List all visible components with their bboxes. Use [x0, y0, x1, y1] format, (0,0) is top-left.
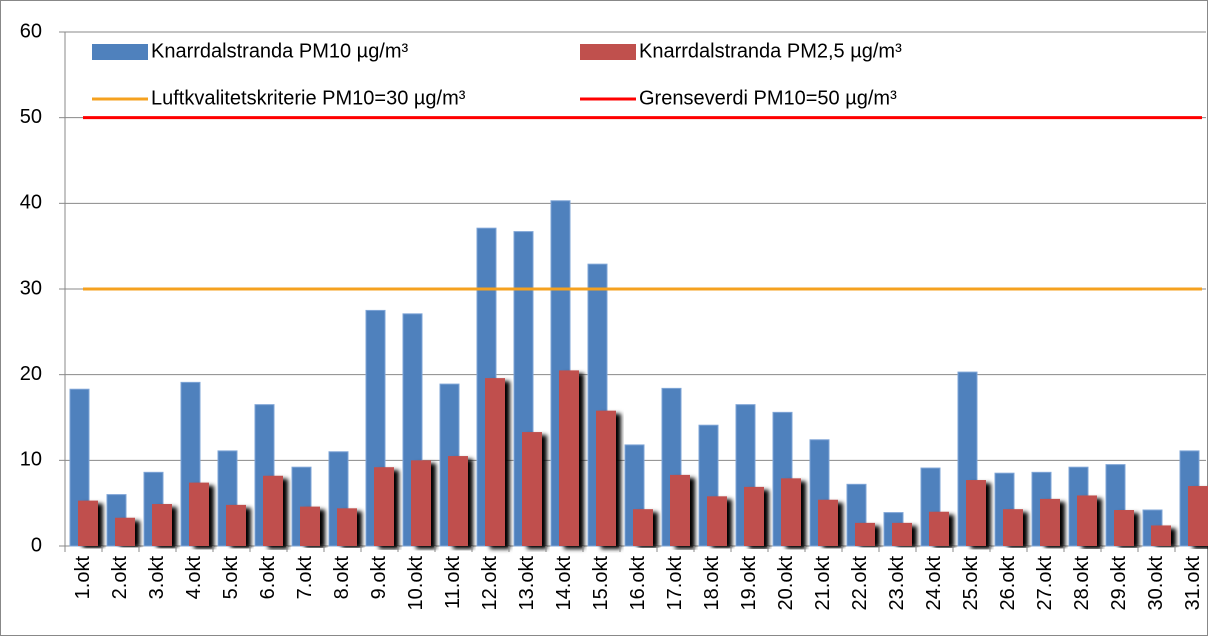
x-tick-label: 22.okt — [849, 556, 871, 611]
bar — [337, 508, 357, 546]
legend-swatch — [92, 44, 148, 60]
bar — [929, 511, 949, 546]
x-tick-label: 14.okt — [553, 556, 575, 611]
bar — [818, 499, 838, 546]
x-tick-label: 5.okt — [220, 556, 242, 600]
x-tick-label: 4.okt — [183, 556, 205, 600]
x-tick-label: 3.okt — [146, 556, 168, 600]
bar — [559, 370, 579, 546]
y-tick-label: 0 — [31, 534, 42, 556]
bar — [596, 410, 616, 546]
bar — [966, 480, 986, 546]
y-tick-label: 50 — [20, 106, 42, 128]
x-tick-label: 12.okt — [479, 556, 501, 611]
bar — [411, 460, 431, 546]
legend-label: Knarrdalstranda PM2,5 µg/m³ — [639, 40, 902, 62]
bar — [152, 504, 172, 546]
x-tick-label: 30.okt — [1145, 556, 1167, 611]
y-tick-label: 30 — [20, 277, 42, 299]
x-tick-label: 27.okt — [1034, 556, 1056, 611]
bar — [1040, 498, 1060, 546]
x-tick-label: 8.okt — [331, 556, 353, 600]
x-tick-label: 25.okt — [960, 556, 982, 611]
x-tick-label: 28.okt — [1071, 556, 1093, 611]
x-tick-label: 2.okt — [109, 556, 131, 600]
bar — [263, 475, 283, 546]
bar — [781, 478, 801, 546]
x-tick-label: 19.okt — [738, 556, 760, 611]
bar — [1003, 509, 1023, 546]
x-tick-label: 18.okt — [701, 556, 723, 611]
bar — [226, 504, 246, 546]
bar — [892, 522, 912, 546]
bar — [485, 378, 505, 546]
bar — [855, 522, 875, 546]
x-tick-label: 6.okt — [257, 556, 279, 600]
x-tick-label: 11.okt — [442, 556, 464, 609]
bar — [670, 474, 690, 546]
x-tick-label: 20.okt — [775, 556, 797, 611]
bar — [1114, 510, 1134, 546]
x-tick-label: 7.okt — [294, 556, 316, 600]
legend-label: Grenseverdi PM10=50 µg/m³ — [639, 87, 897, 109]
x-tick-label: 17.okt — [664, 556, 686, 611]
legend-label: Knarrdalstranda PM10 µg/m³ — [151, 40, 409, 62]
bar — [1188, 486, 1208, 546]
y-tick-label: 20 — [20, 363, 42, 385]
x-tick-label: 10.okt — [405, 556, 427, 611]
y-tick-label: 60 — [20, 20, 42, 42]
x-tick-label: 26.okt — [997, 556, 1019, 611]
x-tick-label: 9.okt — [368, 556, 390, 600]
bar — [707, 496, 727, 546]
bar — [78, 500, 98, 546]
bar — [744, 486, 764, 546]
bar — [115, 517, 135, 546]
bar — [522, 432, 542, 546]
bar — [1077, 495, 1097, 546]
bar — [633, 509, 653, 546]
bar — [189, 482, 209, 546]
x-tick-label: 24.okt — [923, 556, 945, 611]
x-tick-label: 1.okt — [72, 556, 94, 600]
x-tick-label: 15.okt — [590, 556, 612, 611]
x-tick-label: 13.okt — [516, 556, 538, 611]
y-tick-label: 40 — [20, 192, 42, 214]
x-tick-label: 21.okt — [812, 556, 834, 611]
legend-label: Luftkvalitetskriterie PM10=30 µg/m³ — [151, 87, 466, 109]
x-tick-label: 16.okt — [627, 556, 649, 611]
x-tick-label: 23.okt — [886, 556, 908, 611]
bar — [300, 506, 320, 546]
bar — [1151, 525, 1171, 546]
x-tick-label: 31.okt — [1182, 556, 1204, 611]
legend-swatch — [580, 44, 636, 60]
y-tick-label: 10 — [20, 449, 42, 471]
bar — [374, 467, 394, 546]
x-tick-label: 29.okt — [1108, 556, 1130, 611]
bar — [448, 456, 468, 546]
